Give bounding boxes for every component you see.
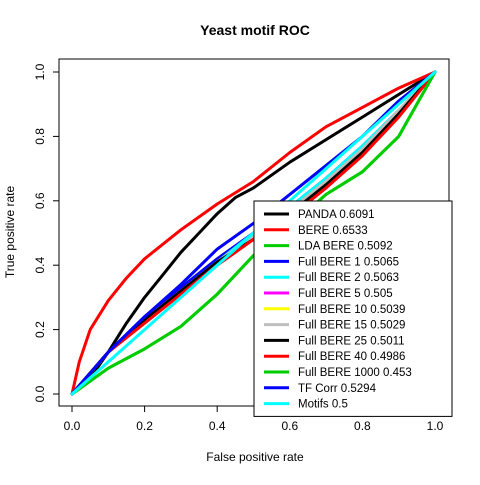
series-line-2 bbox=[70, 70, 437, 396]
x-axis-label: False positive rate bbox=[206, 450, 304, 464]
legend-label: PANDA 0.6091 bbox=[298, 209, 375, 221]
y-tick-label: 0.0 bbox=[33, 385, 47, 402]
series-line-1 bbox=[70, 70, 437, 396]
x-tick-label: 0.4 bbox=[209, 419, 226, 433]
legend-label: Full BERE 10 0.5039 bbox=[298, 304, 405, 316]
y-tick-label: 0.2 bbox=[33, 321, 47, 338]
legend-label: BERE 0.6533 bbox=[298, 225, 368, 237]
x-tick-label: 0.0 bbox=[64, 419, 81, 433]
legend-label: Full BERE 2 0.5063 bbox=[298, 272, 399, 284]
chart-title: Yeast motif ROC bbox=[200, 22, 310, 38]
y-tick-label: 1.0 bbox=[33, 63, 47, 80]
y-tick-label: 0.8 bbox=[33, 128, 47, 145]
x-tick-label: 1.0 bbox=[427, 419, 444, 433]
legend-label: Full BERE 1 0.5065 bbox=[298, 256, 399, 268]
legend-label: Full BERE 15 0.5029 bbox=[298, 320, 405, 332]
x-tick-label: 0.2 bbox=[136, 419, 153, 433]
y-tick-label: 0.4 bbox=[33, 257, 47, 274]
legend-label: TF Corr 0.5294 bbox=[298, 383, 377, 395]
legend-label: Full BERE 25 0.5011 bbox=[298, 335, 405, 347]
legend-label: LDA BERE 0.5092 bbox=[298, 241, 393, 253]
y-axis: 0.0 0.2 0.4 0.6 0.8 1.0 bbox=[33, 63, 60, 402]
legend-label: Motifs 0.5 bbox=[298, 399, 348, 411]
legend: PANDA 0.6091 BERE 0.6533 LDA BERE 0.5092 Fu… bbox=[253, 200, 453, 417]
y-tick-label: 0.6 bbox=[33, 192, 47, 209]
x-tick-label: 0.6 bbox=[281, 419, 298, 433]
y-axis-label: True positive rate bbox=[3, 186, 17, 279]
x-tick-label: 0.8 bbox=[354, 419, 371, 433]
legend-label: Full BERE 5 0.505 bbox=[298, 288, 393, 300]
legend-label: Full BERE 40 0.4986 bbox=[298, 351, 405, 363]
legend-label: Full BERE 1000 0.453 bbox=[298, 367, 412, 379]
